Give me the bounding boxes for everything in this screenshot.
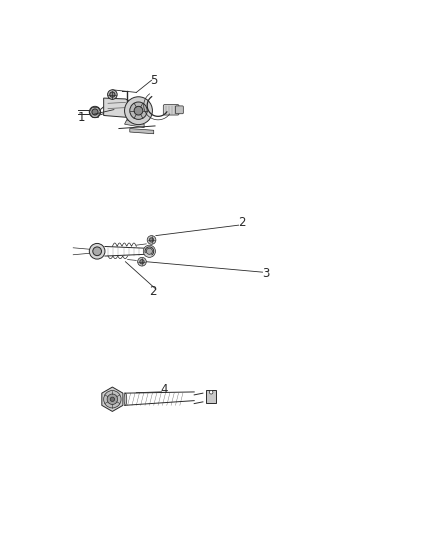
Circle shape <box>124 97 152 125</box>
Polygon shape <box>104 98 136 117</box>
FancyBboxPatch shape <box>176 106 184 114</box>
Circle shape <box>89 107 101 118</box>
FancyBboxPatch shape <box>163 104 179 115</box>
Circle shape <box>130 102 147 119</box>
Circle shape <box>107 394 117 405</box>
Circle shape <box>110 397 115 401</box>
Polygon shape <box>102 387 123 411</box>
Circle shape <box>140 260 144 264</box>
Text: 1: 1 <box>78 111 86 124</box>
Polygon shape <box>206 390 216 403</box>
Circle shape <box>138 257 146 266</box>
Circle shape <box>134 107 143 115</box>
Text: 2: 2 <box>238 216 245 230</box>
Circle shape <box>104 391 121 408</box>
Circle shape <box>108 90 117 99</box>
Circle shape <box>89 244 105 259</box>
Polygon shape <box>130 128 154 134</box>
Text: 5: 5 <box>150 74 157 87</box>
Circle shape <box>209 391 213 394</box>
Ellipse shape <box>124 393 127 405</box>
Circle shape <box>149 238 154 242</box>
Circle shape <box>147 236 156 244</box>
Text: 3: 3 <box>262 267 270 280</box>
Circle shape <box>146 248 152 254</box>
Circle shape <box>92 109 98 115</box>
Circle shape <box>143 245 155 257</box>
Text: 2: 2 <box>149 285 157 298</box>
Polygon shape <box>124 120 144 128</box>
Circle shape <box>110 92 115 97</box>
Circle shape <box>93 247 102 256</box>
Text: 4: 4 <box>161 383 168 395</box>
